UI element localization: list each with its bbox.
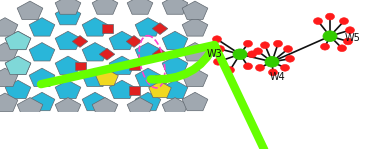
Polygon shape xyxy=(109,80,135,99)
Circle shape xyxy=(325,13,335,20)
Polygon shape xyxy=(55,6,81,25)
Polygon shape xyxy=(149,82,171,98)
Polygon shape xyxy=(82,18,108,36)
Polygon shape xyxy=(29,43,55,61)
Text: W4: W4 xyxy=(270,72,286,82)
Polygon shape xyxy=(182,68,208,87)
Polygon shape xyxy=(55,80,81,99)
Circle shape xyxy=(345,27,355,34)
Polygon shape xyxy=(55,56,81,74)
Circle shape xyxy=(214,58,223,65)
Polygon shape xyxy=(0,43,18,61)
Polygon shape xyxy=(92,0,118,14)
Polygon shape xyxy=(29,68,55,87)
Circle shape xyxy=(274,40,282,47)
Polygon shape xyxy=(102,24,113,33)
Circle shape xyxy=(339,18,349,24)
Polygon shape xyxy=(152,23,168,35)
Polygon shape xyxy=(109,56,135,74)
Polygon shape xyxy=(126,36,142,47)
Polygon shape xyxy=(82,43,108,61)
Circle shape xyxy=(256,64,265,71)
Circle shape xyxy=(243,40,253,47)
Polygon shape xyxy=(127,98,153,116)
Polygon shape xyxy=(152,48,168,60)
Polygon shape xyxy=(72,36,88,47)
Polygon shape xyxy=(5,56,31,74)
Text: W3: W3 xyxy=(206,49,222,59)
Polygon shape xyxy=(182,43,208,61)
Circle shape xyxy=(212,36,222,43)
Circle shape xyxy=(285,55,294,62)
Polygon shape xyxy=(135,43,161,61)
Circle shape xyxy=(265,56,279,67)
Polygon shape xyxy=(17,98,43,116)
Polygon shape xyxy=(162,80,188,99)
Polygon shape xyxy=(0,93,18,111)
Circle shape xyxy=(323,31,337,41)
Polygon shape xyxy=(0,68,18,87)
Polygon shape xyxy=(55,0,81,14)
Circle shape xyxy=(268,69,277,76)
Polygon shape xyxy=(135,18,161,36)
Polygon shape xyxy=(74,62,85,70)
Circle shape xyxy=(254,48,262,55)
Polygon shape xyxy=(5,31,31,50)
Polygon shape xyxy=(5,56,31,74)
Polygon shape xyxy=(0,18,18,36)
Polygon shape xyxy=(55,98,81,116)
Circle shape xyxy=(313,18,322,24)
Polygon shape xyxy=(182,18,208,36)
Polygon shape xyxy=(182,1,208,20)
Polygon shape xyxy=(162,98,188,116)
Polygon shape xyxy=(162,0,188,14)
Polygon shape xyxy=(162,31,188,50)
Polygon shape xyxy=(55,31,81,50)
Circle shape xyxy=(284,46,293,52)
Polygon shape xyxy=(182,92,208,111)
Polygon shape xyxy=(82,92,108,111)
Polygon shape xyxy=(29,92,55,111)
Polygon shape xyxy=(99,48,115,60)
Circle shape xyxy=(243,63,253,70)
Polygon shape xyxy=(29,18,55,36)
Polygon shape xyxy=(129,62,139,70)
Circle shape xyxy=(280,64,290,71)
Circle shape xyxy=(226,67,234,73)
Polygon shape xyxy=(17,1,43,20)
Circle shape xyxy=(248,51,257,58)
Polygon shape xyxy=(92,98,118,116)
Circle shape xyxy=(344,38,353,45)
Text: W5: W5 xyxy=(345,33,361,43)
Circle shape xyxy=(215,46,225,52)
Polygon shape xyxy=(96,69,118,86)
Polygon shape xyxy=(5,31,31,50)
Polygon shape xyxy=(129,86,139,95)
Polygon shape xyxy=(82,68,108,87)
Circle shape xyxy=(233,49,247,60)
Circle shape xyxy=(338,45,347,52)
Polygon shape xyxy=(109,31,135,50)
Circle shape xyxy=(260,42,270,49)
Polygon shape xyxy=(155,75,166,83)
Polygon shape xyxy=(135,68,161,87)
Polygon shape xyxy=(127,0,153,14)
Polygon shape xyxy=(135,92,161,111)
Polygon shape xyxy=(5,80,31,99)
Polygon shape xyxy=(162,56,188,74)
Circle shape xyxy=(321,43,330,50)
